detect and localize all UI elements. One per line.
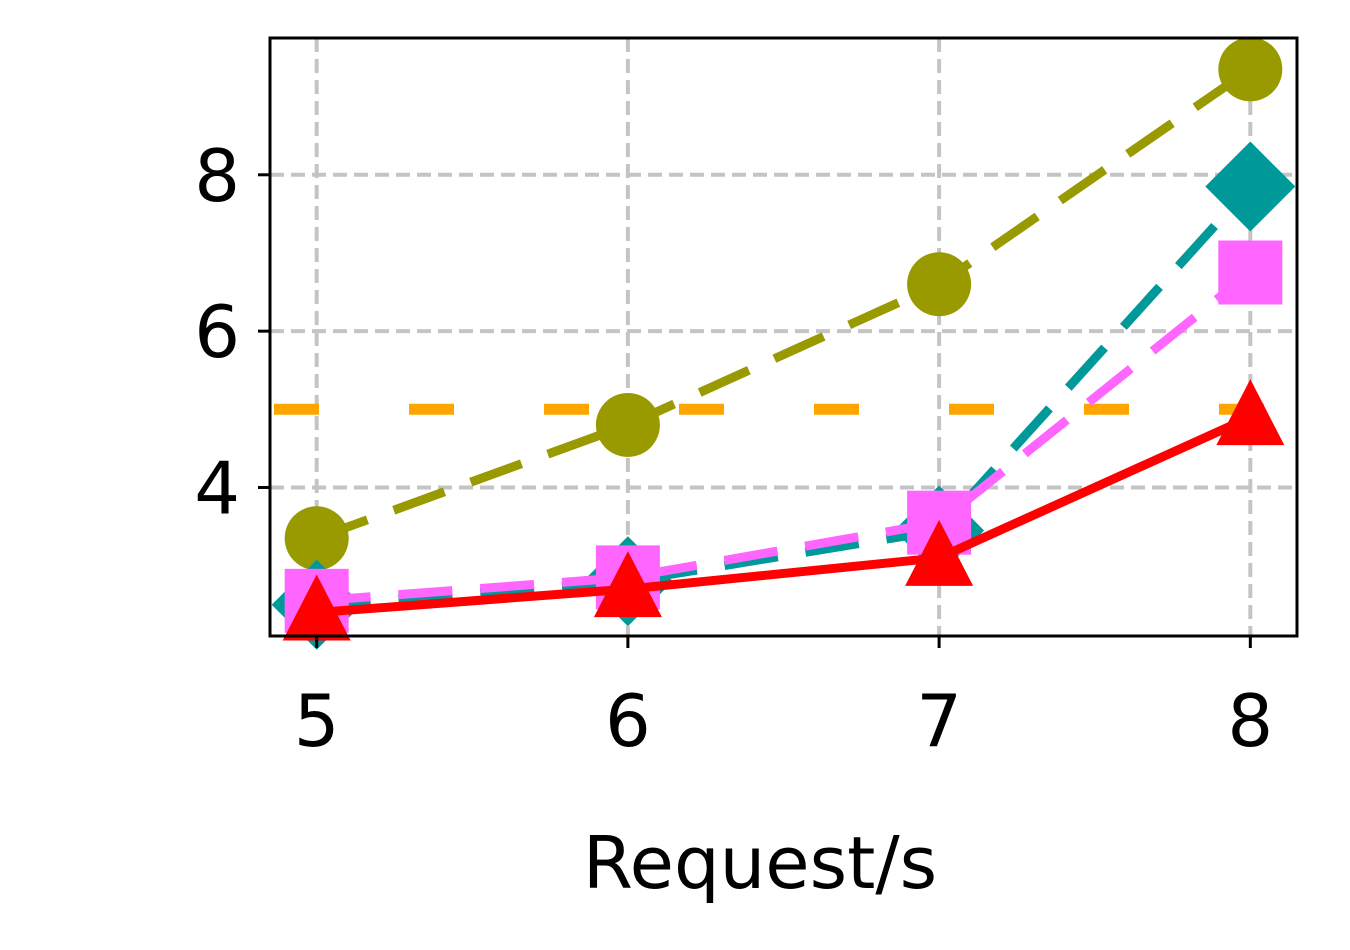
data-point-circle	[907, 252, 972, 317]
data-point-circle	[284, 506, 349, 571]
y-tick-label: 6	[194, 290, 240, 374]
data-point-triangle	[282, 574, 351, 641]
x-tick-label: 6	[605, 679, 651, 763]
series-line	[316, 413, 1253, 618]
axis-ticks: 5 6 7 8 4 6 8	[194, 134, 1273, 763]
data-point-square	[1218, 240, 1283, 305]
data-point-diamond	[1205, 141, 1296, 232]
series-group	[271, 37, 1296, 650]
data-point-triangle	[905, 519, 974, 586]
data-point-circle	[1218, 37, 1283, 102]
x-tick-label: 7	[916, 679, 962, 763]
plot-frame	[268, 36, 1299, 638]
data-point-triangle	[593, 551, 662, 618]
series-line	[316, 269, 1254, 606]
y-tick-label: 8	[194, 134, 240, 218]
data-point-triangle	[1216, 379, 1285, 446]
x-tick-label: 5	[294, 679, 340, 763]
series-line	[316, 183, 1254, 610]
y-tick-label: 4	[194, 446, 240, 530]
x-axis-label: Request/s	[583, 821, 937, 905]
x-tick-label: 8	[1227, 679, 1273, 763]
data-point-circle	[595, 392, 660, 457]
series-line	[315, 65, 1253, 543]
grid-lines	[270, 38, 1297, 636]
